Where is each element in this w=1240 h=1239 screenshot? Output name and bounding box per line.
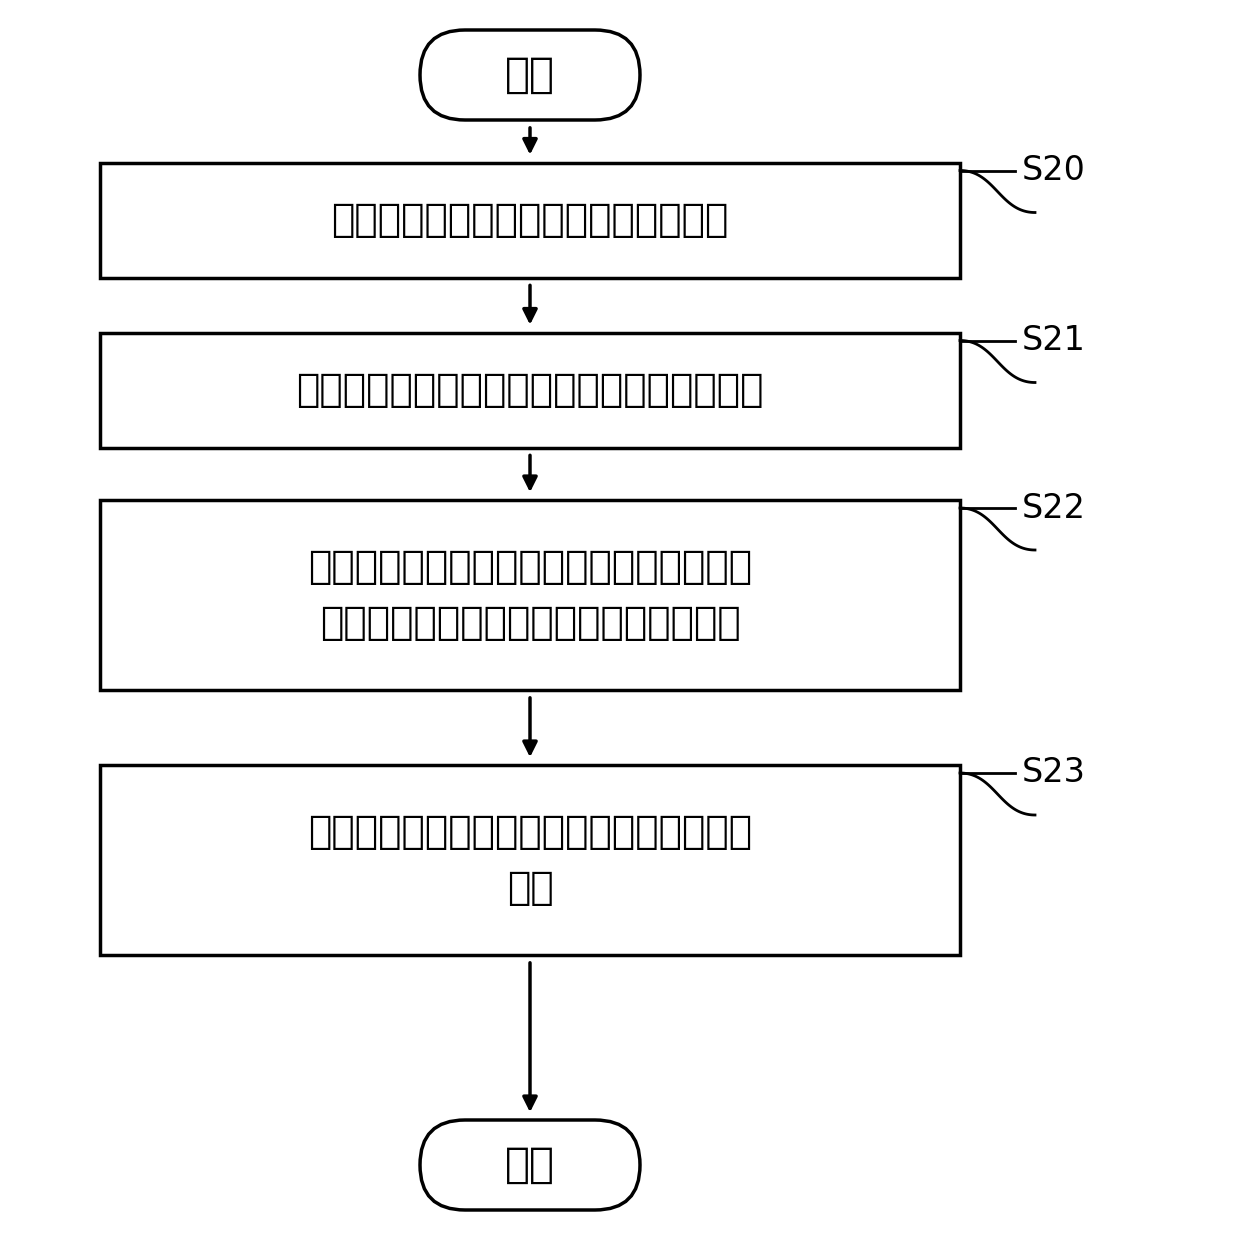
Bar: [100, 162, 960, 278]
Text: S21: S21: [1022, 325, 1086, 357]
Bar: [100, 501, 960, 690]
Text: S23: S23: [1022, 757, 1086, 789]
Bar: [100, 764, 960, 955]
Text: 开始: 开始: [505, 55, 556, 95]
Text: S20: S20: [1022, 154, 1086, 187]
Bar: [100, 332, 960, 447]
Text: 获取数据信息量测値，并计算数据信息量测
値与数据信息状态估计値之间的残差矩阵: 获取数据信息量测値，并计算数据信息量测 値与数据信息状态估计値之间的残差矩阵: [308, 548, 753, 642]
FancyBboxPatch shape: [420, 1120, 640, 1211]
Text: 依据系统数据，构建数据信息状态矩阵: 依据系统数据，构建数据信息状态矩阵: [331, 201, 729, 239]
FancyBboxPatch shape: [420, 30, 640, 120]
Text: 解数据信息状态矩阵得到数据信息状态估计値: 解数据信息状态矩阵得到数据信息状态估计値: [296, 370, 764, 409]
Text: S22: S22: [1022, 492, 1086, 524]
Text: 结束: 结束: [505, 1144, 556, 1186]
Text: 按预设条件搜索残差矩阵获得故障信息辨识
结果: 按预设条件搜索残差矩阵获得故障信息辨识 结果: [308, 813, 753, 907]
